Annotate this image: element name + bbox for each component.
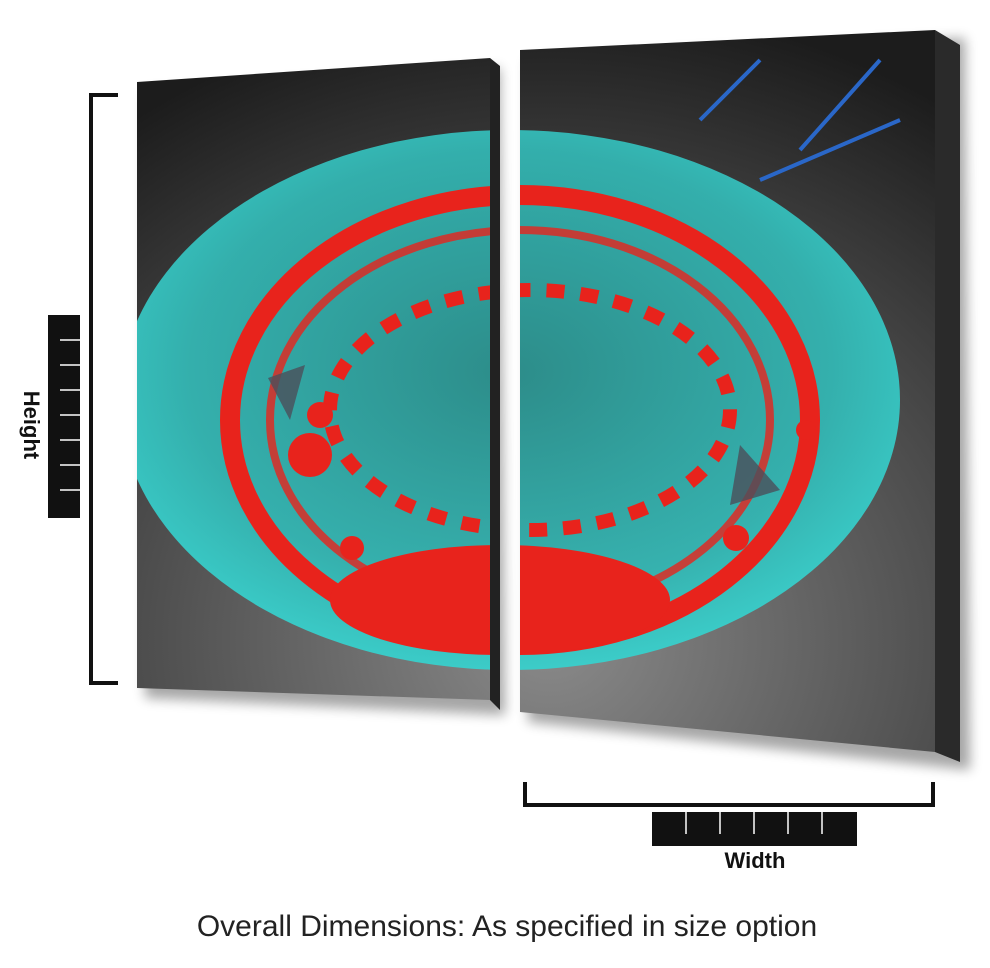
width-label: Width	[725, 848, 786, 873]
height-label: Height	[19, 391, 44, 460]
caption: Overall Dimensions: As specified in size…	[197, 910, 817, 943]
width-ruler-icon	[652, 812, 857, 846]
height-ruler-icon	[48, 315, 80, 518]
